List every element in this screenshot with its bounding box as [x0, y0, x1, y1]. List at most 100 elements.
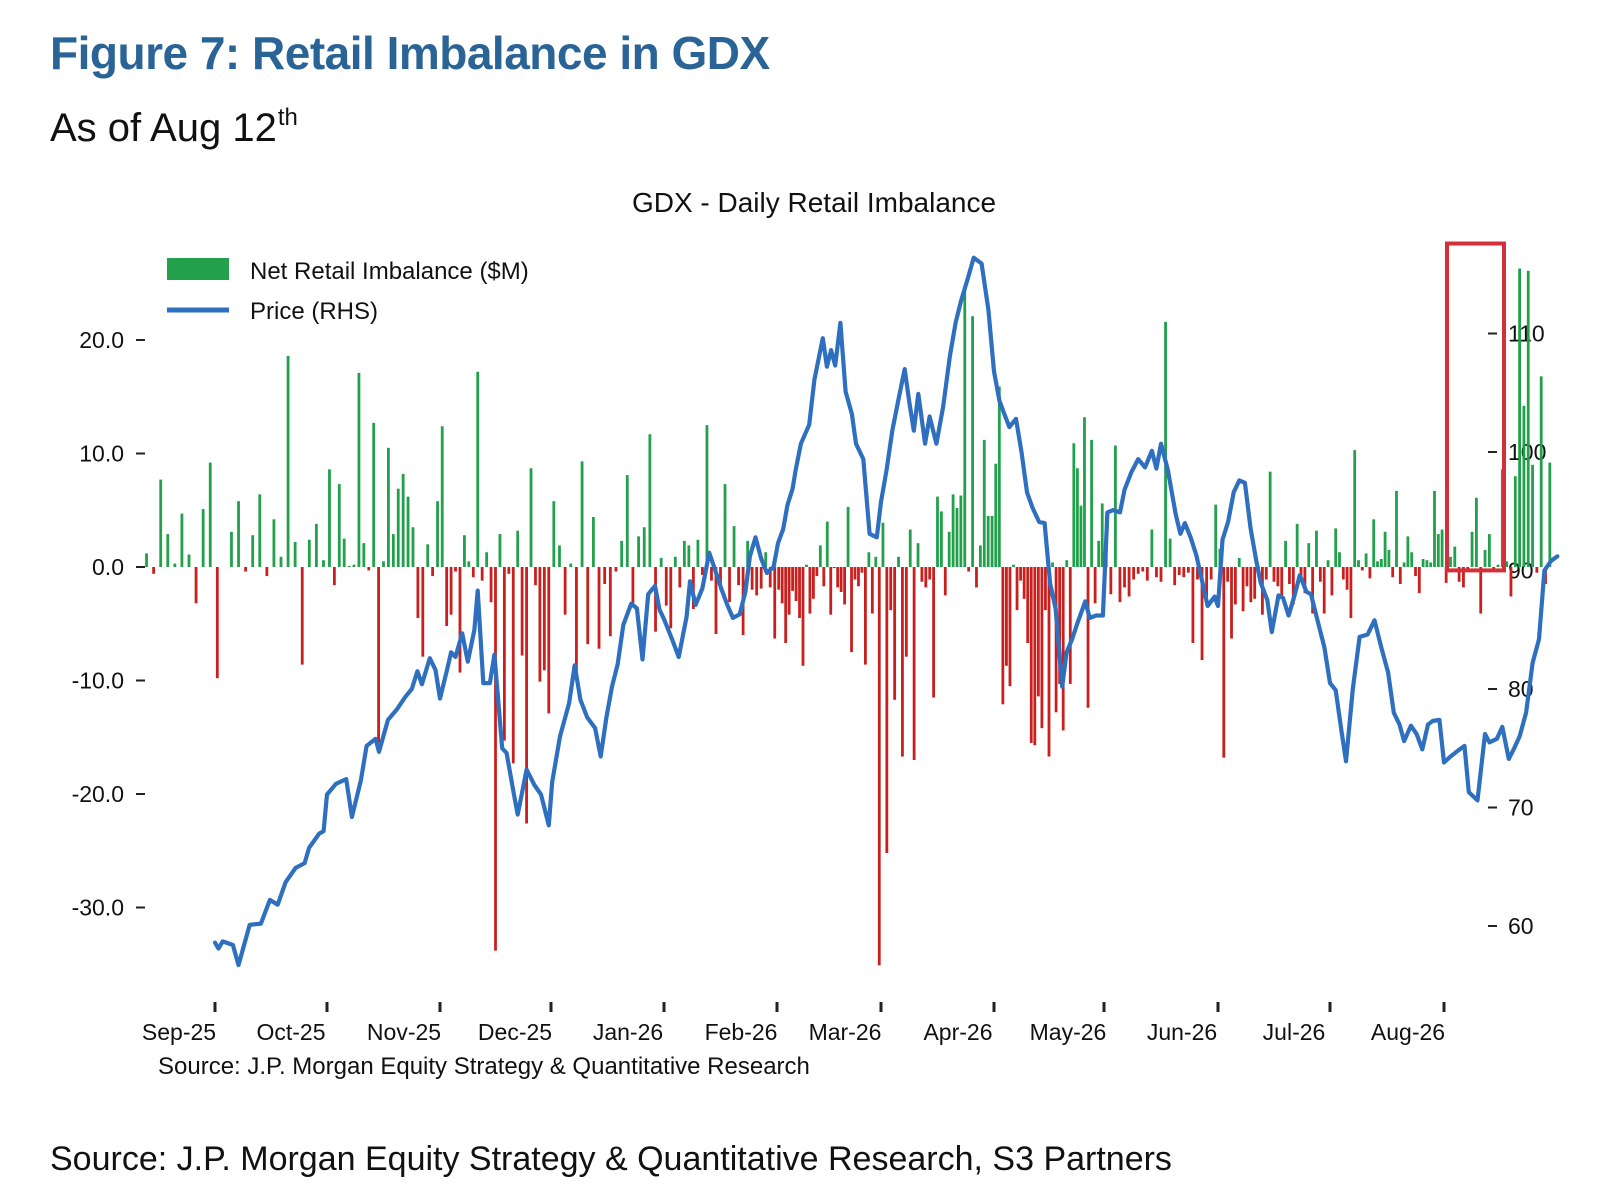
imbalance-bar — [1387, 549, 1391, 567]
imbalance-bar — [1168, 538, 1172, 568]
imbalance-bar — [924, 567, 928, 588]
imbalance-bar — [1268, 471, 1272, 567]
imbalance-bar — [990, 515, 994, 567]
imbalance-bar — [485, 552, 489, 567]
imbalance-bar — [597, 567, 601, 649]
imbalance-bar — [337, 484, 341, 567]
imbalance-bar — [864, 567, 867, 665]
imbalance-bar — [152, 567, 156, 574]
imbalance-bar — [1526, 270, 1530, 567]
imbalance-bar — [1029, 567, 1033, 743]
imbalance-bar — [853, 567, 857, 580]
imbalance-bar — [1376, 561, 1379, 567]
imbalance-bar — [1083, 417, 1086, 567]
imbalance-bar — [511, 567, 515, 764]
imbalance-bar — [342, 538, 346, 568]
imbalance-bar — [829, 567, 833, 615]
imbalance-bar — [314, 523, 318, 567]
imbalance-bar — [1466, 567, 1470, 570]
imbalance-bar — [714, 567, 718, 634]
imbalance-bar — [1054, 567, 1058, 713]
imbalance-bar — [237, 501, 240, 567]
imbalance-bar — [467, 561, 471, 567]
subtitle-text: As of Aug 12 — [50, 106, 277, 150]
imbalance-bar — [1075, 468, 1079, 567]
imbalance-bar — [737, 567, 740, 586]
imbalance-bar — [382, 561, 385, 567]
imbalance-bar — [1150, 529, 1154, 567]
figure-subtitle: As of Aug 12th — [50, 104, 298, 151]
imbalance-bar — [920, 567, 924, 582]
imbalance-bar — [659, 557, 663, 567]
imbalance-bar — [648, 434, 652, 567]
imbalance-bar — [352, 564, 356, 567]
imbalance-bar — [502, 567, 506, 741]
imbalance-bar — [1295, 523, 1299, 567]
imbalance-bar — [1001, 567, 1005, 705]
imbalance-bar — [728, 567, 731, 603]
imbalance-bar — [293, 542, 297, 567]
left-axis-tick-label: -20.0 — [72, 781, 124, 807]
imbalance-bar — [1068, 567, 1072, 684]
imbalance-bar — [1209, 567, 1213, 580]
imbalance-bar — [836, 567, 840, 588]
imbalance-bar — [897, 556, 900, 567]
imbalance-bar — [194, 567, 198, 604]
imbalance-bar — [1145, 567, 1149, 581]
imbalance-bar — [625, 475, 629, 567]
imbalance-bar — [476, 371, 480, 567]
imbalance-bar — [798, 567, 801, 619]
imbalance-bar — [367, 567, 371, 571]
imbalance-bar — [908, 529, 912, 567]
imbalance-bar — [1264, 567, 1268, 580]
imbalance-bar — [955, 507, 959, 567]
imbalance-bar — [328, 469, 331, 567]
imbalance-bar — [1005, 567, 1008, 666]
imbalance-bar — [1425, 560, 1429, 567]
imbalance-bar — [272, 519, 276, 567]
imbalance-bar — [445, 567, 449, 627]
imbalance-bar — [874, 556, 878, 567]
right-axis-tick-label: 60 — [1508, 913, 1534, 939]
imbalance-bar — [1155, 567, 1158, 578]
imbalance-bar — [794, 567, 798, 602]
imbalance-bar — [332, 567, 336, 586]
imbalance-bar — [1182, 567, 1186, 578]
imbalance-bar — [1226, 567, 1230, 582]
imbalance-bar — [1462, 567, 1465, 588]
imbalance-bar — [603, 567, 607, 585]
imbalance-bar — [1036, 567, 1040, 697]
imbalance-bar — [1349, 567, 1353, 619]
imbalance-bar — [1164, 321, 1167, 567]
imbalance-bar — [825, 521, 829, 567]
imbalance-bar — [1444, 567, 1448, 583]
imbalance-bar — [1429, 562, 1433, 567]
imbalance-bar — [719, 567, 722, 590]
imbalance-bar — [986, 515, 990, 567]
imbalance-bar — [1196, 567, 1199, 580]
imbalance-bar — [1417, 567, 1421, 594]
imbalance-bar — [534, 567, 537, 586]
imbalance-bar — [1200, 567, 1204, 661]
imbalance-bar — [1241, 567, 1245, 612]
imbalance-bar — [1177, 567, 1181, 575]
imbalance-bar — [637, 536, 640, 567]
imbalance-bar — [832, 567, 836, 569]
imbalance-bar — [1535, 567, 1539, 573]
imbalance-bar — [1303, 567, 1307, 594]
imbalance-bar — [387, 447, 390, 567]
imbalance-bar — [784, 567, 788, 644]
imbalance-bar — [471, 567, 475, 578]
imbalance-bar — [1136, 567, 1140, 574]
imbalance-bar — [458, 567, 462, 673]
imbalance-bar — [967, 567, 971, 572]
imbalance-bar — [1487, 534, 1491, 567]
figure-title: Figure 7: Retail Imbalance in GDX — [50, 27, 770, 79]
imbalance-bar — [732, 526, 736, 567]
imbalance-bar — [710, 567, 713, 581]
imbalance-bar — [1315, 530, 1318, 567]
imbalance-bar — [1391, 567, 1395, 578]
imbalance-bar — [286, 355, 290, 567]
bar-series — [145, 268, 1552, 966]
